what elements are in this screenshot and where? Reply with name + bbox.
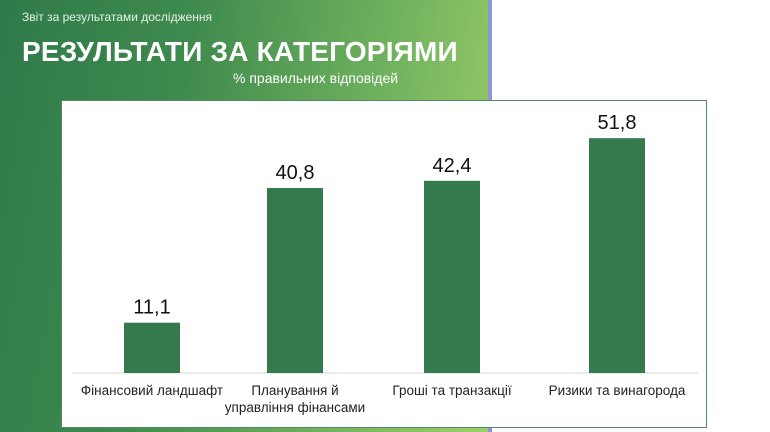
bar-chart: 11,1 Фінансовий ландшафт 40,8 Планування й у… bbox=[72, 112, 698, 415]
report-subtitle: Звіт за результатами дослідження bbox=[22, 10, 213, 24]
chart-panel: 11,1 Фінансовий ландшафт 40,8 Планування й у… bbox=[61, 100, 707, 428]
data-label-3: 42,4 bbox=[433, 155, 472, 177]
category-label-2-line-1: Планування й bbox=[251, 383, 338, 398]
category-label-4: Ризики та винагорода bbox=[549, 383, 686, 398]
bar-1 bbox=[124, 322, 180, 373]
bar-4 bbox=[589, 138, 645, 373]
data-label-4: 51,8 bbox=[598, 112, 637, 134]
category-label-1: Фінансовий ландшафт bbox=[81, 383, 223, 398]
bar-3 bbox=[424, 180, 480, 373]
data-label-1: 11,1 bbox=[133, 297, 170, 319]
bar-2 bbox=[267, 188, 323, 373]
category-label-3: Гроші та транзакції bbox=[392, 383, 511, 398]
data-label-2: 40,8 bbox=[276, 162, 315, 184]
category-label-2-line-2: управління фінансами bbox=[225, 400, 365, 415]
page-title: РЕЗУЛЬТАТИ ЗА КАТЕГОРІЯМИ bbox=[22, 36, 458, 67]
chart-unit-label: % правильних відповідей bbox=[233, 70, 399, 86]
